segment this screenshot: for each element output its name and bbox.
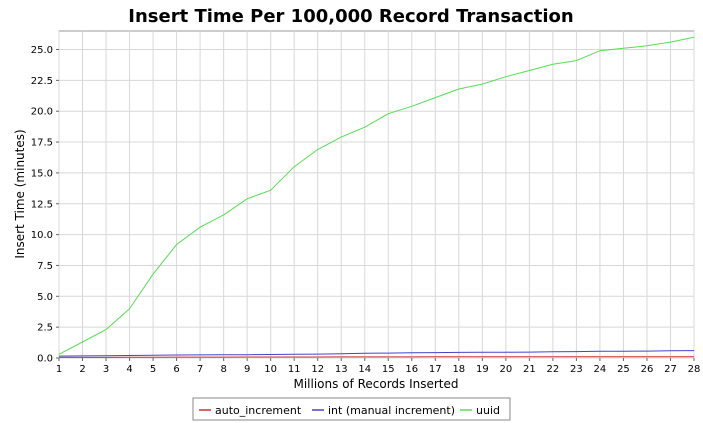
y-tick-label: 17.5 — [31, 138, 53, 149]
series-line-2 — [58, 36, 695, 355]
grid-lines — [58, 31, 695, 359]
plot-area — [58, 30, 695, 359]
x-tick-label: 19 — [476, 364, 489, 375]
y-tick-label: 2.5 — [37, 323, 53, 334]
y-tick-label: 10.0 — [31, 230, 53, 241]
series-line-1 — [58, 350, 695, 357]
y-axis-ticks: 0.0 2.5 5.0 7.5 10.0 12.5 15.0 17.5 20.0 22.5 25.0 — [31, 45, 59, 365]
x-tick-label: 20 — [499, 364, 512, 375]
x-axis-ticks: 1 2 3 4 5 6 7 8 9 10 11 12 13 14 15 16 17 18 19 20 21 22 23 24 2… — [56, 358, 701, 375]
x-tick-label: 10 — [264, 364, 277, 375]
y-tick-label: 15.0 — [31, 168, 53, 179]
y-tick-label: 7.5 — [37, 261, 53, 272]
x-tick-label: 28 — [688, 364, 701, 375]
legend-label-1: int (manual increment) — [328, 404, 455, 417]
x-tick-label: 6 — [173, 364, 179, 375]
legend-items: auto_increment int (manual increment) uuid — [199, 404, 500, 417]
y-tick-label: 12.5 — [31, 199, 53, 210]
x-tick-label: 26 — [641, 364, 654, 375]
y-tick-label: 0.0 — [37, 354, 53, 365]
x-tick-label: 15 — [382, 364, 395, 375]
x-tick-label: 12 — [311, 364, 324, 375]
x-tick-label: 8 — [220, 364, 226, 375]
x-tick-label: 4 — [126, 364, 132, 375]
x-tick-label: 24 — [594, 364, 607, 375]
legend — [192, 397, 511, 421]
x-tick-label: 14 — [358, 364, 371, 375]
x-tick-label: 2 — [79, 364, 85, 375]
x-tick-label: 5 — [150, 364, 156, 375]
x-tick-label: 18 — [452, 364, 465, 375]
x-tick-label: 22 — [547, 364, 560, 375]
legend-label-2: uuid — [476, 404, 500, 417]
series-line-0 — [59, 356, 694, 358]
x-tick-label: 13 — [335, 364, 348, 375]
y-tick-label: 22.5 — [31, 76, 53, 87]
legend-label-0: auto_increment — [215, 404, 302, 417]
chart-title: Insert Time Per 100,000 Record Transacti… — [128, 6, 573, 27]
x-tick-label: 11 — [288, 364, 301, 375]
y-tick-label: 20.0 — [31, 107, 53, 118]
series-lines — [58, 36, 695, 358]
y-tick-label: 5.0 — [37, 292, 53, 303]
x-tick-label: 1 — [56, 364, 62, 375]
x-tick-label: 17 — [429, 364, 442, 375]
x-tick-label: 3 — [103, 364, 109, 375]
y-axis-title: Insert Time (minutes) — [13, 129, 27, 258]
x-tick-label: 25 — [617, 364, 630, 375]
x-tick-label: 16 — [405, 364, 418, 375]
x-tick-label: 23 — [570, 364, 583, 375]
x-tick-label: 27 — [664, 364, 677, 375]
x-tick-label: 9 — [244, 364, 250, 375]
x-tick-label: 21 — [523, 364, 536, 375]
y-tick-label: 25.0 — [31, 45, 53, 56]
x-tick-label: 7 — [197, 364, 203, 375]
x-axis-title: Millions of Records Inserted — [293, 377, 458, 391]
